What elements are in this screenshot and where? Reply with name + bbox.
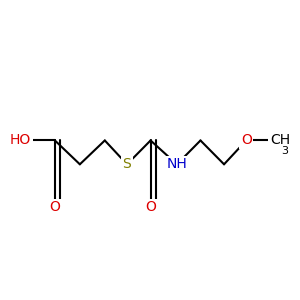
Text: O: O (50, 200, 60, 214)
Text: 3: 3 (281, 146, 288, 156)
Text: HO: HO (10, 134, 31, 148)
Text: O: O (145, 200, 156, 214)
Text: CH: CH (270, 134, 290, 148)
Text: S: S (123, 157, 131, 171)
Text: NH: NH (167, 157, 187, 171)
Text: O: O (241, 134, 252, 148)
